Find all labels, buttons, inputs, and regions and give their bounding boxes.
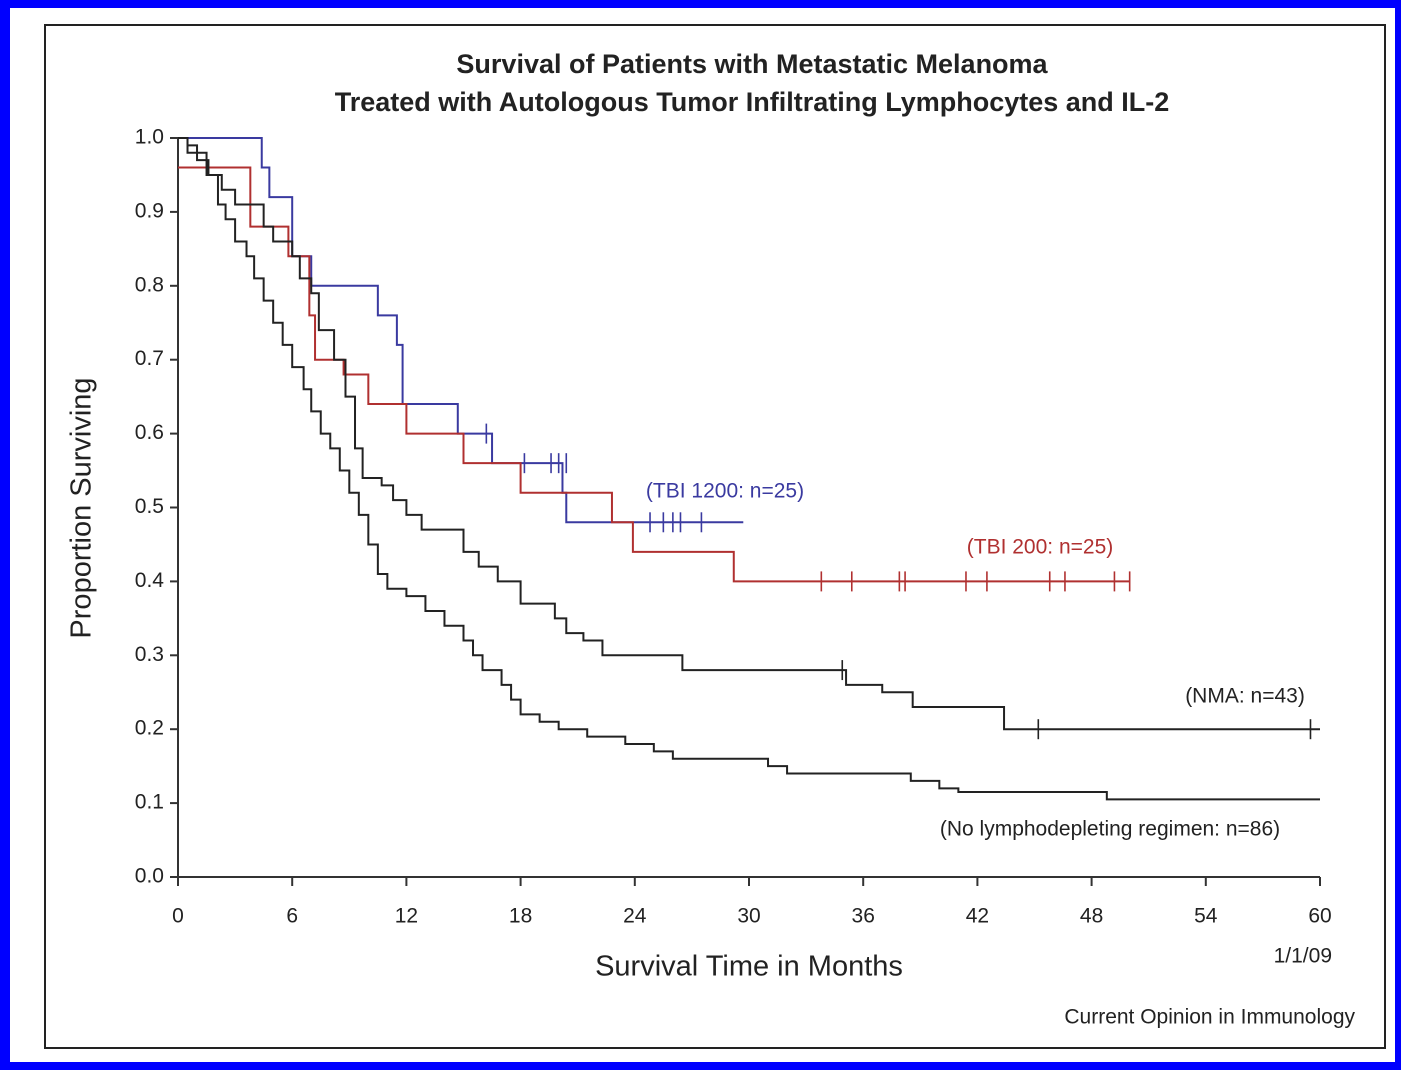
y-tick-label: 0.3 [135, 643, 164, 666]
x-axis-label: Survival Time in Months [595, 951, 903, 983]
date-note: 1/1/09 [1274, 945, 1332, 968]
y-tick-label: 0.8 [135, 273, 164, 296]
x-tick-label: 48 [1080, 905, 1103, 928]
y-tick-label: 0.6 [135, 421, 164, 444]
y-tick-label: 0.7 [135, 347, 164, 370]
x-tick-label: 12 [395, 905, 418, 928]
y-tick-label: 1.0 [135, 126, 164, 149]
x-tick-label: 54 [1194, 905, 1218, 928]
x-tick-label: 24 [623, 905, 647, 928]
series-label: (TBI 1200: n=25) [646, 480, 804, 503]
chart-title: Survival of Patients with Metastatic Mel… [456, 49, 1048, 79]
survival-curve [178, 137, 1320, 801]
survival-curve [178, 137, 744, 524]
x-tick-label: 42 [966, 905, 989, 928]
y-tick-label: 0.9 [135, 199, 164, 222]
series-label: (NMA: n=43) [1185, 685, 1305, 708]
survival-curve [178, 137, 1320, 731]
x-tick-label: 6 [286, 905, 298, 928]
canvas [10, 8, 1395, 1062]
chart-title: Treated with Autologous Tumor Infiltrati… [335, 87, 1170, 117]
x-tick-label: 0 [172, 905, 184, 928]
series-label: (No lymphodepleting regimen: n=86) [940, 818, 1280, 841]
x-tick-label: 18 [509, 905, 532, 928]
x-tick-label: 36 [852, 905, 875, 928]
series-label: (TBI 200: n=25) [967, 536, 1114, 559]
source: Current Opinion in Immunology [1064, 1006, 1355, 1029]
x-tick-label: 30 [737, 905, 760, 928]
y-tick-label: 0.2 [135, 717, 164, 740]
y-tick-label: 0.0 [135, 865, 164, 888]
frame [44, 24, 1386, 1049]
x-tick-label: 60 [1308, 905, 1331, 928]
y-tick-label: 0.5 [135, 495, 164, 518]
y-axis-label: Proportion Surviving [66, 377, 98, 638]
y-tick-label: 0.4 [135, 569, 165, 592]
y-tick-label: 0.1 [135, 791, 164, 814]
